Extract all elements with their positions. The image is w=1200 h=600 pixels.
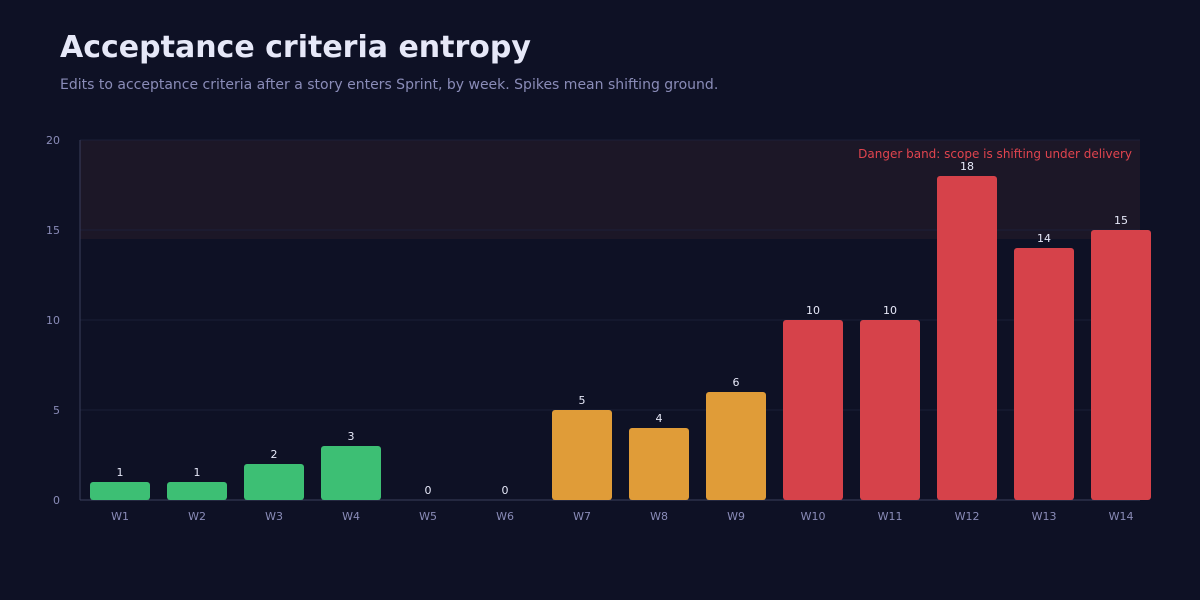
bar-w3 bbox=[244, 464, 304, 500]
x-tick-label-w13: W13 bbox=[1032, 510, 1057, 523]
value-label-w8: 4 bbox=[656, 412, 663, 425]
x-tick-label-w8: W8 bbox=[650, 510, 668, 523]
value-label-w4: 3 bbox=[348, 430, 355, 443]
x-tick-label-w3: W3 bbox=[265, 510, 283, 523]
value-label-w1: 1 bbox=[117, 466, 124, 479]
data-labels: 1 1 2 3 0 0 5 4 6 10 10 18 14 15 bbox=[117, 160, 1129, 497]
x-tick-label-w9: W9 bbox=[727, 510, 745, 523]
y-tick-label: 20 bbox=[46, 134, 60, 147]
value-label-w11: 10 bbox=[883, 304, 897, 317]
value-label-w7: 5 bbox=[579, 394, 586, 407]
value-label-w10: 10 bbox=[806, 304, 820, 317]
y-tick-label: 10 bbox=[46, 314, 60, 327]
chart-title: Acceptance criteria entropy bbox=[60, 30, 531, 65]
bar-w11 bbox=[860, 320, 920, 500]
bar-w14 bbox=[1091, 230, 1151, 500]
bar-w13 bbox=[1014, 248, 1074, 500]
bar-w10 bbox=[783, 320, 843, 500]
bar-w1 bbox=[90, 482, 150, 500]
value-label-w14: 15 bbox=[1114, 214, 1128, 227]
bars bbox=[90, 176, 1151, 500]
y-tick-label: 15 bbox=[46, 224, 60, 237]
x-tick-label-w5: W5 bbox=[419, 510, 437, 523]
value-label-w3: 2 bbox=[271, 448, 278, 461]
value-label-w13: 14 bbox=[1037, 232, 1051, 245]
value-label-w12: 18 bbox=[960, 160, 974, 173]
x-tick-label-w7: W7 bbox=[573, 510, 591, 523]
value-label-w6: 0 bbox=[502, 484, 509, 497]
bar-w4 bbox=[321, 446, 381, 500]
chart-subtitle: Edits to acceptance criteria after a sto… bbox=[60, 77, 719, 93]
bar-w12 bbox=[937, 176, 997, 500]
x-tick-label-w2: W2 bbox=[188, 510, 206, 523]
x-tick-label-w14: W14 bbox=[1109, 510, 1134, 523]
x-tick-label-w11: W11 bbox=[878, 510, 903, 523]
x-tick-label-w1: W1 bbox=[111, 510, 129, 523]
value-label-w9: 6 bbox=[733, 376, 740, 389]
danger-band-label: Danger band: scope is shifting under del… bbox=[858, 147, 1132, 161]
bar-w8 bbox=[629, 428, 689, 500]
x-tick-label-w10: W10 bbox=[801, 510, 826, 523]
bar-w7 bbox=[552, 410, 612, 500]
x-tick-label-w12: W12 bbox=[955, 510, 980, 523]
x-tick-label-w4: W4 bbox=[342, 510, 360, 523]
bar-w2 bbox=[167, 482, 227, 500]
y-tick-label: 5 bbox=[53, 404, 60, 417]
value-label-w5: 0 bbox=[425, 484, 432, 497]
y-tick-label: 0 bbox=[53, 494, 60, 507]
bar-w9 bbox=[706, 392, 766, 500]
value-label-w2: 1 bbox=[194, 466, 201, 479]
x-tick-label-w6: W6 bbox=[496, 510, 514, 523]
